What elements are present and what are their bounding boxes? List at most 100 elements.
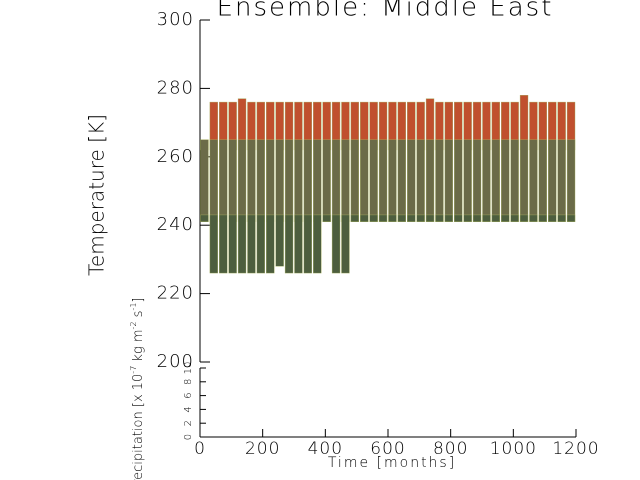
range-bar <box>294 139 303 222</box>
range-bar <box>388 139 397 222</box>
range-bar <box>200 214 209 222</box>
range-bar <box>529 139 538 222</box>
range-bar <box>360 214 369 222</box>
y2-label-part: -2 <box>129 321 138 329</box>
range-bar <box>228 139 237 222</box>
range-bar <box>331 139 341 222</box>
range-bar <box>275 139 284 222</box>
range-bar <box>331 214 341 274</box>
range-bar <box>397 214 406 222</box>
range-bar <box>237 214 247 274</box>
y2-tick-label: 6 <box>183 392 194 398</box>
range-bar <box>444 214 453 222</box>
range-bar <box>247 139 256 222</box>
range-bar <box>228 214 237 274</box>
range-bar <box>275 214 284 267</box>
range-bar <box>444 139 453 222</box>
range-bar <box>341 214 350 274</box>
range-bar <box>284 139 294 222</box>
range-bar <box>256 139 265 222</box>
y-tick-label: 240 <box>157 214 194 235</box>
y2-tick-label: 2 <box>183 420 194 426</box>
y-tick-label: 220 <box>157 283 194 304</box>
range-bar <box>548 214 557 222</box>
range-bar <box>463 139 472 222</box>
range-bar <box>200 139 209 222</box>
range-bar <box>284 214 294 274</box>
y-axis-label: Temperature [K] <box>85 114 109 276</box>
range-bar <box>378 139 388 222</box>
range-bar <box>369 214 378 222</box>
range-bar <box>303 214 312 274</box>
chart-title: Ensemble: Middle East <box>217 0 554 23</box>
range-bar <box>294 214 303 274</box>
x-tick-label: 200 <box>245 439 280 459</box>
range-bar <box>313 214 322 274</box>
range-bar <box>435 139 444 222</box>
range-bar <box>566 139 576 222</box>
range-bar <box>454 214 463 222</box>
range-bar <box>209 139 218 222</box>
range-bar <box>303 139 312 222</box>
x-tick-label: 400 <box>308 439 343 459</box>
range-bar <box>247 214 256 274</box>
range-bar <box>416 139 425 222</box>
range-bar <box>519 139 529 222</box>
range-bar <box>454 139 463 222</box>
range-bar <box>407 139 416 222</box>
range-bar <box>378 214 388 222</box>
range-bar <box>313 139 322 222</box>
y2-label-part: s <box>131 311 146 322</box>
range-bar <box>557 214 566 222</box>
range-bar <box>219 214 228 274</box>
range-bar <box>510 214 519 222</box>
range-bar <box>219 139 228 222</box>
range-bar <box>482 139 491 222</box>
range-bar <box>491 139 500 222</box>
range-bar <box>266 139 275 222</box>
y2-tick-label: 0 <box>183 434 194 440</box>
y2-tick-label: 8 <box>183 379 194 385</box>
range-bar <box>266 214 275 274</box>
range-bar <box>566 214 576 222</box>
x-tick-label: 1000 <box>490 439 537 459</box>
x-axis-label: Time [months] <box>328 455 456 471</box>
range-bar <box>482 214 491 222</box>
range-bar <box>425 139 435 222</box>
y2-label-part: -7 <box>129 366 138 374</box>
range-bar <box>397 139 406 222</box>
y2-axis-label: Precipitation [x 10-7 kg m-2 s-1] <box>129 297 146 480</box>
range-bar <box>501 214 510 222</box>
y2-label-part: ] <box>131 297 146 302</box>
y2-label-part: kg m <box>131 329 146 365</box>
range-bar <box>519 214 529 222</box>
range-bar <box>416 214 425 222</box>
range-bar <box>472 139 482 222</box>
x-tick-label: 1200 <box>552 439 599 459</box>
range-bar <box>369 139 378 222</box>
range-bar <box>322 139 331 222</box>
range-bar <box>350 214 359 222</box>
y2-tick-label: 4 <box>183 406 194 412</box>
range-bar <box>463 214 472 222</box>
range-bar <box>548 139 557 222</box>
range-bar <box>435 214 444 222</box>
y-tick-label: 260 <box>157 146 194 167</box>
range-bar <box>491 214 500 222</box>
range-bar <box>538 214 548 222</box>
range-bar <box>256 214 265 274</box>
y2-label-part: Precipitation [x 10 <box>131 374 146 480</box>
range-bar <box>350 139 359 222</box>
range-bar <box>388 214 397 222</box>
range-bar <box>529 214 538 222</box>
x-tick-label: 0 <box>194 439 206 459</box>
range-bar <box>360 139 369 222</box>
range-bar <box>472 214 482 222</box>
y-tick-label: 280 <box>157 77 194 98</box>
range-bar <box>237 139 247 222</box>
range-bar <box>557 139 566 222</box>
y2-tick-label: 10 <box>183 362 194 375</box>
x-tick-label: 800 <box>433 439 468 459</box>
y-tick-label: 300 <box>157 9 194 30</box>
y2-label-part: -1 <box>129 303 138 311</box>
